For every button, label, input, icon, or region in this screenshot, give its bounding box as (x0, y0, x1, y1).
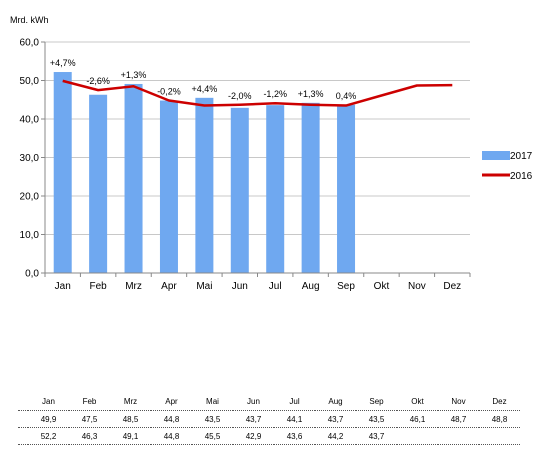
table-cell: 49,9 (28, 410, 69, 428)
annotation-aug: +1,3% (298, 89, 324, 99)
table-cell (438, 427, 479, 445)
annotation-mrz: +1,3% (121, 70, 147, 80)
y-tick-label: 10,0 (20, 230, 40, 241)
table-header-cell: Apr (165, 397, 178, 406)
table-cell: 43,6 (274, 427, 315, 445)
table-header-cell: Aug (328, 397, 343, 406)
x-tick-label: Feb (90, 281, 108, 292)
x-tick-label: Jun (232, 281, 248, 292)
annotation-jun: -2,0% (228, 91, 252, 101)
table-cell: 52,2 (28, 427, 69, 445)
table-row-2016: 49,9 47,5 48,5 44,8 43,5 43,7 44,1 43,7 43,5 46,1… (18, 410, 520, 428)
table-header-cell: Sep (369, 397, 384, 406)
x-tick-label: Okt (374, 281, 390, 292)
table-cell: 44,8 (151, 427, 192, 445)
legend-label-2017: 2017 (510, 151, 533, 162)
x-tick-label: Mrz (125, 281, 142, 292)
table-cell (397, 427, 438, 445)
annotations: +4,7% -2,6% +1,3% -0,2% +4,4% -2,0% -1,2% +1,3%… (50, 58, 356, 101)
annotation-sep: 0,4% (336, 91, 357, 101)
annotation-feb: -2,6% (86, 76, 110, 86)
table-cell: 46,3 (69, 427, 110, 445)
table-header-cell: Mrz (123, 397, 138, 406)
table-cell: 43,5 (192, 410, 233, 428)
table-header-cell: Jun (247, 397, 260, 406)
table-cell: 43,7 (356, 427, 397, 445)
annotation-mai: +4,4% (191, 84, 217, 94)
y-tick-label: 40,0 (20, 115, 40, 126)
unit-label: Mrd. kWh (10, 15, 49, 25)
table-header-cell: Jul (289, 397, 300, 406)
bar-feb (89, 94, 108, 274)
table-header-cell: Okt (411, 397, 424, 406)
bar-jan (53, 72, 72, 273)
table-cell: 44,2 (315, 427, 356, 445)
table-cell: 48,7 (438, 410, 479, 428)
table-cell: 48,5 (110, 410, 151, 428)
x-tick-label: Dez (443, 281, 461, 292)
table-cell: 44,8 (151, 410, 192, 428)
table-header-cell: Nov (451, 397, 466, 406)
table-cell: 43,7 (315, 410, 356, 428)
table-row-2017: 52,2 46,3 49,1 44,8 45,5 42,9 43,6 44,2 43,7 (18, 427, 520, 445)
table-cell: 42,9 (233, 427, 274, 445)
table-cell: 48,8 (479, 410, 520, 428)
bar-sep (337, 104, 356, 273)
y-axis: 0,0 10,0 20,0 30,0 40,0 50,0 60,0 (20, 38, 46, 280)
table-cell: 47,5 (69, 410, 110, 428)
table-cell: 46,1 (397, 410, 438, 428)
table-cell: 43,7 (233, 410, 274, 428)
bar-aug (301, 102, 320, 273)
y-tick-label: 20,0 (20, 192, 40, 203)
y-tick-label: 30,0 (20, 153, 40, 164)
annotation-jul: -1,2% (263, 89, 287, 99)
bar-jun (230, 107, 249, 274)
table-cell: 44,1 (274, 410, 315, 428)
bar-apr (159, 100, 178, 274)
table-header-cell: Feb (82, 397, 97, 406)
legend: 2017 2016 (482, 151, 533, 182)
table-header-cell: Dez (492, 397, 507, 406)
chart: Mrd. kWh 0,0 10,0 20,0 30,0 40,0 50,0 60,0 +4,… (10, 15, 533, 292)
bar-mai (195, 97, 214, 273)
bar-series-2017 (53, 72, 356, 274)
x-axis: Jan Feb Mrz Apr Mai Jun Jul Aug Sep Okt Nov Dez (44, 272, 471, 292)
table-cell: 49,1 (110, 427, 151, 445)
bar-jul (266, 105, 285, 273)
annotation-jan: +4,7% (50, 58, 76, 68)
table-cell (479, 427, 520, 445)
line-2016 (62, 79, 453, 107)
x-tick-label: Mai (196, 281, 212, 292)
x-tick-label: Nov (408, 281, 426, 292)
annotation-apr: -0,2% (157, 87, 181, 97)
y-tick-label: 50,0 (20, 76, 40, 87)
x-tick-label: Apr (161, 281, 177, 292)
table-header-row: Jan Feb Mrz Apr Mai Jun Jul Aug Sep Okt Nov Dez (18, 393, 520, 411)
x-tick-label: Jul (269, 281, 282, 292)
table-cell: 43,5 (356, 410, 397, 428)
table-cell: 45,5 (192, 427, 233, 445)
y-tick-label: 60,0 (20, 38, 40, 49)
grid (45, 41, 470, 274)
y-tick-label: 0,0 (25, 269, 39, 280)
x-tick-label: Sep (337, 281, 355, 292)
line-series-2016 (62, 79, 453, 107)
legend-label-2016: 2016 (510, 171, 533, 182)
table-header-cell: Mai (206, 397, 219, 406)
legend-swatch-2017 (482, 151, 510, 160)
table-header-cell: Jan (42, 397, 55, 406)
data-table: Jan Feb Mrz Apr Mai Jun Jul Aug Sep Okt Nov Dez 49,… (18, 393, 520, 445)
bar-mrz (124, 83, 143, 273)
x-tick-label: Aug (302, 281, 320, 292)
x-tick-label: Jan (55, 281, 71, 292)
